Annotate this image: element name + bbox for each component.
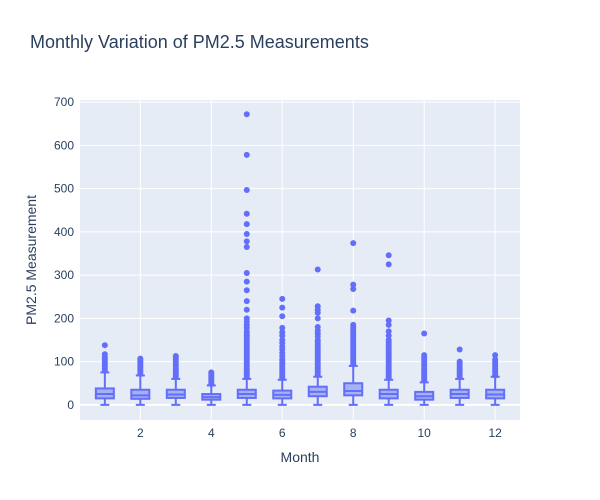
- outlier-point: [456, 358, 463, 365]
- outlier-point: [492, 352, 499, 359]
- box-month-8[interactable]: [343, 240, 364, 406]
- box-month-7[interactable]: [307, 266, 328, 406]
- y-tick-label: 600: [54, 138, 74, 152]
- outlier-point: [421, 352, 428, 359]
- chart-title: Monthly Variation of PM2.5 Measurements: [30, 32, 369, 52]
- outlier-point: [243, 278, 250, 285]
- outlier-point: [243, 111, 250, 118]
- outlier-point: [243, 315, 250, 322]
- box-month-10[interactable]: [414, 330, 435, 406]
- outlier-point: [385, 328, 392, 335]
- outlier-point: [350, 307, 357, 314]
- outlier-point: [172, 353, 179, 359]
- outlier-point: [243, 244, 250, 251]
- outlier-point: [385, 337, 392, 343]
- outlier-point: [243, 151, 250, 158]
- outlier-point: [243, 238, 250, 245]
- outlier-point: [279, 295, 286, 302]
- outlier-point: [456, 346, 463, 353]
- y-tick-label: 400: [54, 225, 74, 239]
- box-month-3[interactable]: [165, 353, 186, 406]
- x-tick-label: 4: [208, 426, 215, 440]
- y-tick-label: 500: [54, 182, 74, 196]
- box-month-5[interactable]: [236, 111, 257, 406]
- box-month-2[interactable]: [130, 355, 151, 406]
- outlier-point: [243, 221, 250, 228]
- box-month-4[interactable]: [201, 369, 222, 406]
- outlier-point: [137, 355, 144, 362]
- outlier-point: [385, 261, 392, 268]
- outlier-point: [385, 317, 392, 324]
- outlier-point: [314, 315, 321, 322]
- outlier-point: [243, 210, 250, 217]
- y-tick-label: 700: [54, 95, 74, 109]
- boxes-layer: [94, 111, 506, 406]
- outlier-point: [279, 304, 286, 311]
- outlier-point: [350, 285, 357, 292]
- box-month-12[interactable]: [485, 352, 506, 406]
- outlier-point: [421, 330, 428, 337]
- outlier-point: [243, 287, 250, 294]
- iqr-box: [130, 388, 151, 400]
- outlier-point: [314, 303, 321, 310]
- x-tick-label: 10: [418, 426, 432, 440]
- outlier-point: [385, 252, 392, 259]
- box-month-1[interactable]: [94, 342, 115, 406]
- outlier-point: [385, 321, 392, 328]
- outlier-point: [385, 332, 392, 339]
- outlier-point: [101, 342, 108, 349]
- y-tick-label: 200: [54, 311, 74, 325]
- outlier-point: [243, 306, 250, 313]
- outlier-point: [101, 351, 108, 358]
- outlier-point: [243, 269, 250, 276]
- outlier-point: [279, 337, 286, 343]
- y-axis-ticks: 0 100 200 300 400 500 600 700: [54, 95, 74, 412]
- outlier-point: [279, 313, 286, 320]
- y-tick-label: 300: [54, 268, 74, 282]
- plot-background: [80, 100, 520, 420]
- outlier-point: [243, 186, 250, 193]
- outlier-point: [243, 231, 250, 238]
- x-axis-ticks: 2 4 6 8 10 12: [137, 426, 502, 440]
- y-tick-label: 100: [54, 355, 74, 369]
- box-month-9[interactable]: [378, 252, 399, 406]
- outlier-point: [350, 321, 357, 328]
- box-month-6[interactable]: [272, 295, 293, 406]
- outlier-point: [243, 298, 250, 305]
- x-tick-label: 6: [279, 426, 286, 440]
- outlier-point: [492, 356, 499, 363]
- outlier-point: [208, 369, 215, 376]
- x-axis-title: Month: [281, 449, 320, 465]
- x-tick-label: 2: [137, 426, 144, 440]
- y-tick-label: 0: [67, 398, 74, 412]
- iqr-box: [343, 382, 364, 397]
- outlier-point: [314, 266, 321, 273]
- box-month-11[interactable]: [449, 346, 470, 406]
- y-axis-title: PM2.5 Measurement: [23, 195, 39, 325]
- x-tick-label: 8: [350, 426, 357, 440]
- outlier-point: [314, 324, 321, 331]
- x-tick-label: 12: [488, 426, 502, 440]
- outlier-point: [350, 240, 357, 247]
- outlier-point: [350, 281, 357, 288]
- outlier-point: [279, 324, 286, 331]
- outlier-point: [279, 329, 286, 336]
